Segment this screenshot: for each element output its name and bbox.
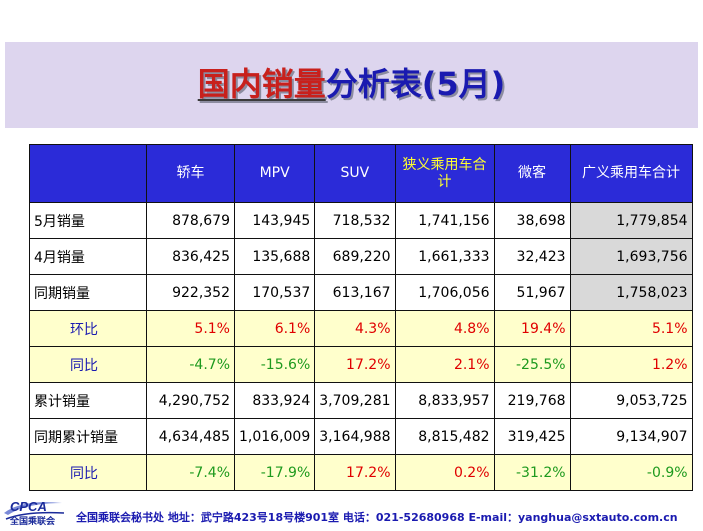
cell: 9,134,907	[569, 418, 693, 455]
cpca-logo: CPCA 全国乘联会	[2, 497, 66, 527]
cell: 38,698	[493, 202, 571, 239]
cell: 4.8%	[394, 310, 495, 347]
cell: 5.1%	[146, 310, 235, 347]
row-label: 同期累计销量	[29, 418, 147, 455]
cell: 8,815,482	[394, 418, 495, 455]
cell: 4,634,485	[146, 418, 235, 455]
table-row: 环比 5.1% 6.1% 4.3% 4.8% 19.4% 5.1%	[29, 310, 693, 347]
header-broad-total: 广义乘用车合计	[569, 144, 693, 203]
cell: 1,741,156	[394, 202, 495, 239]
cell: 1.2%	[569, 346, 693, 383]
cell: 718,532	[314, 202, 396, 239]
cell: 1,661,333	[394, 238, 495, 275]
cell: -0.9%	[569, 454, 693, 491]
cell: 2.1%	[394, 346, 495, 383]
header-sedan: 轿车	[146, 144, 235, 203]
cell: 922,352	[146, 274, 235, 311]
row-label: 4月销量	[29, 238, 147, 275]
cell: -4.7%	[146, 346, 235, 383]
row-label: 同期销量	[29, 274, 147, 311]
header-minivan: 微客	[493, 144, 571, 203]
cell: -31.2%	[493, 454, 571, 491]
header-suv: SUV	[314, 144, 396, 203]
table-row: 同期销量 922,352 170,537 613,167 1,706,056 5…	[29, 274, 693, 311]
row-label: 环比	[29, 310, 147, 347]
title-banner	[5, 42, 698, 128]
cell: 51,967	[493, 274, 571, 311]
header-blank	[29, 144, 147, 203]
table-row: 同期累计销量 4,634,485 1,016,009 3,164,988 8,8…	[29, 418, 693, 455]
logo-text: CPCA	[10, 499, 47, 514]
cell: 143,945	[233, 202, 316, 239]
cell: 19.4%	[493, 310, 571, 347]
cell: -7.4%	[146, 454, 235, 491]
cell: 17.2%	[314, 346, 396, 383]
cell: 1,758,023	[569, 274, 693, 311]
table-row: 累计销量 4,290,752 833,924 3,709,281 8,833,9…	[29, 382, 693, 419]
cell: 613,167	[314, 274, 396, 311]
page-title: 国内销量分析表(5月)	[0, 64, 703, 104]
header-narrow-total: 狭义乘用车合计	[394, 144, 495, 203]
table-row: 5月销量 878,679 143,945 718,532 1,741,156 3…	[29, 202, 693, 239]
table-row: 4月销量 836,425 135,688 689,220 1,661,333 3…	[29, 238, 693, 275]
logo-subtext: 全国乘联会	[10, 517, 56, 527]
cell: 4,290,752	[146, 382, 235, 419]
cell: -15.6%	[233, 346, 316, 383]
footer-contact: 全国乘联会秘书处 地址：武宁路423号18号楼901室 电话：021-52680…	[76, 511, 678, 524]
sales-table: 轿车 MPV SUV 狭义乘用车合计 微客 广义乘用车合计 5月销量 878,6…	[29, 144, 693, 491]
cell: -25.5%	[493, 346, 571, 383]
cell: 878,679	[146, 202, 235, 239]
cell: 9,053,725	[569, 382, 693, 419]
cell: 689,220	[314, 238, 396, 275]
cell: 3,709,281	[314, 382, 396, 419]
title-part-2: 分析表(5月)	[325, 65, 506, 103]
cell: 1,779,854	[569, 202, 693, 239]
cell: 319,425	[493, 418, 571, 455]
cell: 1,693,756	[569, 238, 693, 275]
cell: -17.9%	[233, 454, 316, 491]
cell: 3,164,988	[314, 418, 396, 455]
cell: 5.1%	[569, 310, 693, 347]
cell: 1,706,056	[394, 274, 495, 311]
cell: 135,688	[233, 238, 316, 275]
cell: 836,425	[146, 238, 235, 275]
row-label: 5月销量	[29, 202, 147, 239]
row-label: 同比	[29, 454, 147, 491]
cell: 32,423	[493, 238, 571, 275]
cell: 0.2%	[394, 454, 495, 491]
cell: 1,016,009	[233, 418, 316, 455]
cell: 6.1%	[233, 310, 316, 347]
title-part-1: 国内销量	[197, 65, 326, 103]
table-row: 同比 -4.7% -15.6% 17.2% 2.1% -25.5% 1.2%	[29, 346, 693, 383]
header-mpv: MPV	[233, 144, 316, 203]
table-row: 同比 -7.4% -17.9% 17.2% 0.2% -31.2% -0.9%	[29, 454, 693, 491]
logo-swoosh-icon	[4, 502, 65, 520]
row-label: 累计销量	[29, 382, 147, 419]
table-header-row: 轿车 MPV SUV 狭义乘用车合计 微客 广义乘用车合计	[29, 144, 693, 203]
cell: 170,537	[233, 274, 316, 311]
cell: 4.3%	[314, 310, 396, 347]
cell: 8,833,957	[394, 382, 495, 419]
cell: 219,768	[493, 382, 571, 419]
row-label: 同比	[29, 346, 147, 383]
cell: 17.2%	[314, 454, 396, 491]
cell: 833,924	[233, 382, 316, 419]
footer: CPCA 全国乘联会 全国乘联会秘书处 地址：武宁路423号18号楼901室 电…	[0, 497, 703, 530]
